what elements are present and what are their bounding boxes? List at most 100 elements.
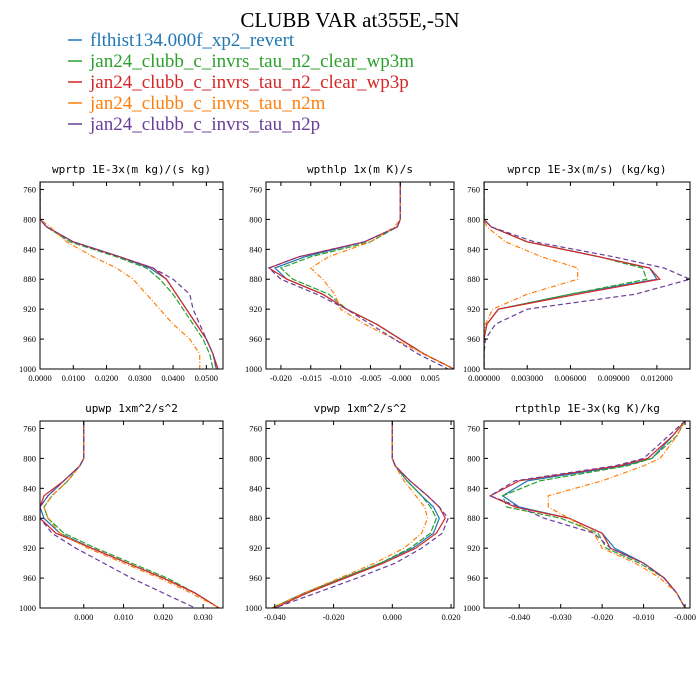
series-line: [40, 421, 196, 608]
legend-entry: jan24_clubb_c_invrs_tau_n2p: [68, 114, 320, 135]
y-tick-label: 840: [23, 244, 36, 254]
x-tick-label: 0.009000: [598, 373, 630, 383]
y-tick-label: 1000: [463, 603, 480, 613]
plot-frame: [265, 420, 455, 609]
x-tick-label: 0.020: [442, 612, 461, 622]
y-tick-label: 800: [467, 453, 480, 463]
y-tick-label: 800: [23, 214, 36, 224]
y-tick-label: 920: [249, 304, 262, 314]
series-line: [488, 421, 686, 608]
y-tick-label: 760: [467, 423, 480, 433]
y-tick-label: 960: [467, 573, 480, 583]
x-tick-label: 0.0000: [28, 373, 51, 383]
y-tick-label: 840: [467, 483, 480, 493]
panel-title: wprcp 1E-3x(m/s) (kg/kg): [508, 163, 667, 176]
panel-2: wpthlp 1x(m K)/s 760 800 840 880 920 960 1000 -0…: [245, 163, 455, 383]
series-line: [43, 421, 220, 608]
y-tick-label: 880: [23, 513, 36, 523]
panel-title: wpthlp 1x(m K)/s: [307, 163, 413, 176]
series-line: [484, 182, 648, 369]
y-tick-label: 920: [23, 543, 36, 553]
y-tick-label: 960: [23, 334, 36, 344]
panel-3: wprcp 1E-3x(m/s) (kg/kg) 760 800 840 880 920 9…: [463, 163, 691, 383]
legend-label: jan24_clubb_c_invrs_tau_n2_clear_wp3m: [89, 51, 414, 72]
x-tick-label: 0.012000: [641, 373, 673, 383]
y-tick-label: 1000: [245, 603, 262, 613]
y-tick-label: 920: [467, 304, 480, 314]
x-tick-label: 0.020: [154, 612, 173, 622]
panel-title: wprtp 1E-3x(m kg)/(s kg): [52, 163, 211, 176]
series-line: [40, 421, 220, 608]
y-tick-label: 840: [249, 244, 262, 254]
y-tick-label: 800: [23, 453, 36, 463]
x-tick-label: -0.030: [550, 612, 572, 622]
y-tick-label: 880: [23, 274, 36, 284]
plot-frame: [39, 181, 224, 370]
y-tick-label: 920: [23, 304, 36, 314]
x-tick-label: -0.020: [591, 612, 613, 622]
panel-6: rtpthlp 1E-3x(kg K)/kg 760 800 840 880 920 960…: [463, 402, 696, 622]
y-tick-label: 840: [23, 483, 36, 493]
y-tick-label: 960: [23, 573, 36, 583]
series-line: [271, 421, 440, 608]
series-line: [271, 421, 429, 608]
x-tick-label: 0.0300: [128, 373, 151, 383]
panel-title: upwp 1xm^2/s^2: [85, 402, 178, 415]
y-tick-label: 960: [467, 334, 480, 344]
series-line: [267, 182, 449, 369]
series-line: [40, 182, 214, 369]
legend-label: jan24_clubb_c_invrs_tau_n2p: [89, 114, 320, 135]
y-tick-label: 880: [467, 513, 480, 523]
series-line: [40, 182, 219, 369]
panel-title: vpwp 1xm^2/s^2: [314, 402, 407, 415]
x-tick-label: 0.0500: [195, 373, 218, 383]
y-tick-label: 840: [467, 244, 480, 254]
y-tick-label: 960: [249, 334, 262, 344]
x-tick-label: -0.000: [674, 612, 696, 622]
y-tick-label: 800: [467, 214, 480, 224]
y-tick-label: 800: [249, 453, 262, 463]
y-tick-label: 760: [467, 184, 480, 194]
series-line: [267, 182, 454, 369]
y-tick-label: 1000: [19, 603, 36, 613]
figure-title: CLUBB VAR at355E,-5N: [240, 8, 459, 32]
y-tick-label: 960: [249, 573, 262, 583]
series-line: [40, 421, 220, 608]
y-tick-label: 840: [249, 483, 262, 493]
x-tick-label: 0.0200: [95, 373, 118, 383]
y-tick-label: 1000: [19, 364, 36, 374]
panels: wprtp 1E-3x(m kg)/(s kg) 760 800 840 880 920 9…: [19, 163, 696, 622]
y-tick-label: 760: [23, 423, 36, 433]
legend-entry: jan24_clubb_c_invrs_tau_n2_clear_wp3p: [68, 72, 409, 93]
y-tick-label: 880: [467, 274, 480, 284]
x-tick-label: -0.000: [389, 373, 411, 383]
plot-frame: [39, 420, 224, 609]
legend-entry: flthist134.000f_xp2_revert: [68, 30, 295, 51]
x-tick-label: 0.000: [74, 612, 93, 622]
series-line: [43, 421, 220, 608]
series-line: [274, 421, 449, 608]
x-tick-label: -0.040: [264, 612, 286, 622]
y-tick-label: 760: [23, 184, 36, 194]
series-line: [488, 421, 686, 608]
series-line: [484, 182, 661, 369]
series-line: [484, 182, 690, 369]
y-tick-label: 920: [467, 543, 480, 553]
series-line: [547, 421, 686, 608]
series-line: [271, 421, 438, 608]
x-tick-label: 0.003000: [511, 373, 543, 383]
y-tick-label: 1000: [245, 364, 262, 374]
series-line: [484, 182, 579, 369]
plot-frame: [483, 181, 691, 370]
series-line: [484, 182, 658, 369]
series-line: [274, 421, 446, 608]
y-tick-label: 1000: [463, 364, 480, 374]
x-tick-label: -0.015: [300, 373, 322, 383]
legend-entry: jan24_clubb_c_invrs_tau_n2_clear_wp3m: [68, 51, 414, 72]
x-tick-label: 0.030: [194, 612, 213, 622]
series-line: [40, 182, 217, 369]
y-tick-label: 880: [249, 513, 262, 523]
y-tick-label: 880: [249, 274, 262, 284]
x-tick-label: -0.010: [633, 612, 655, 622]
